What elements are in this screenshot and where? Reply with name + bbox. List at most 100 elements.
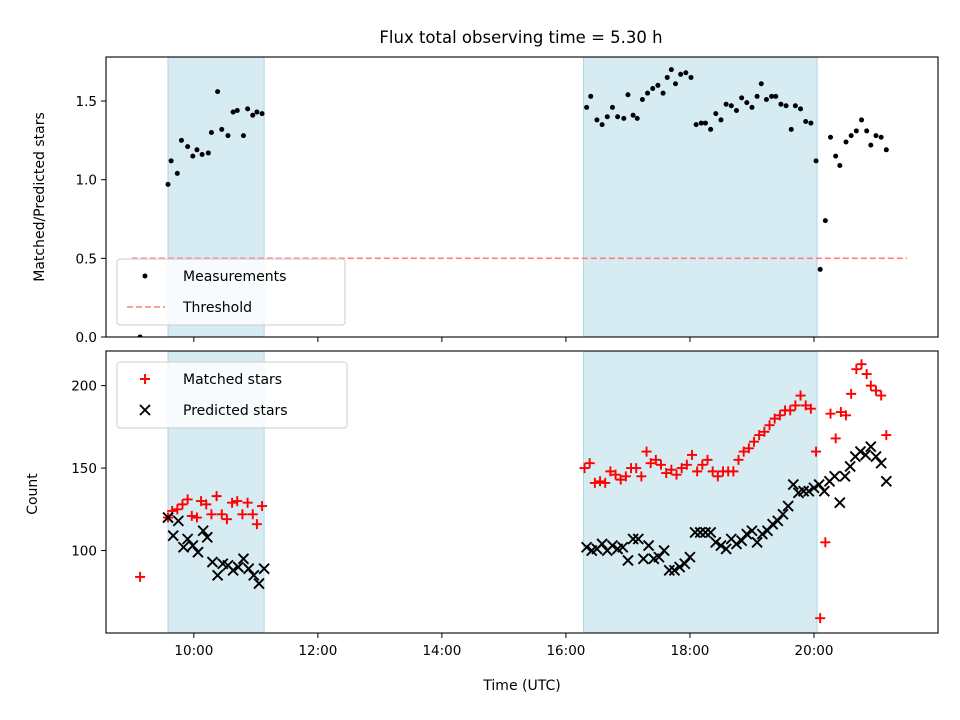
predicted-star-point	[880, 475, 892, 487]
legend-box	[116, 258, 346, 326]
measurement-point	[199, 152, 205, 158]
y-tick-label: 1.5	[76, 94, 97, 110]
predicted-star-point	[839, 470, 851, 483]
matched-star-point	[636, 471, 647, 482]
y-tick-label: 1.0	[76, 173, 97, 189]
matched-star-point	[790, 400, 801, 411]
matched-star-point	[237, 509, 248, 520]
measurement-point	[769, 93, 775, 99]
predicted-star-point	[181, 533, 194, 545]
matched-star-point	[191, 512, 202, 523]
matched-star-point	[697, 459, 708, 470]
legend-marker	[139, 404, 151, 416]
measurement-point	[713, 111, 719, 117]
matched-star-point	[620, 471, 631, 482]
measurement-point	[609, 104, 615, 110]
matched-star-point	[186, 510, 197, 521]
matched-star-point	[671, 469, 682, 480]
matched-star-point	[764, 420, 775, 431]
measurement-point	[165, 181, 171, 187]
predicted-star-point	[658, 544, 670, 557]
measurement-point	[190, 153, 196, 159]
measurement-point	[194, 147, 200, 153]
predicted-star-point	[730, 538, 743, 550]
x-tick-label: 16:00	[546, 643, 585, 659]
predicted-star-point	[828, 470, 841, 483]
matched-star-point	[589, 477, 600, 488]
measurement-point	[718, 117, 724, 123]
measurement-point	[655, 82, 661, 88]
matched-star-point	[865, 380, 876, 391]
measurement-point	[773, 93, 779, 99]
observing-window-shade	[582, 351, 818, 633]
predicted-star-point	[632, 533, 644, 545]
legend-label: Matched stars	[183, 372, 282, 388]
matched-star-point	[811, 446, 822, 457]
matched-star-point	[707, 466, 718, 477]
legend-label: Measurements	[183, 269, 286, 285]
bottom-y-axis-label: Count	[25, 473, 41, 515]
predicted-star-point	[715, 539, 727, 552]
matched-star-point	[754, 430, 765, 441]
measurement-point	[808, 120, 814, 126]
predicted-star-point	[844, 460, 856, 473]
predicted-star-point	[720, 543, 732, 555]
matched-star-point	[177, 499, 188, 510]
predicted-star-point	[248, 569, 260, 581]
measurement-point	[185, 144, 191, 150]
measurement-point	[778, 101, 784, 107]
measurement-point	[859, 117, 865, 123]
matched-star-point	[774, 410, 785, 421]
predicted-star-point	[813, 478, 825, 491]
predicted-star-point	[772, 515, 784, 527]
matched-star-point	[815, 613, 826, 624]
measurement-point	[672, 81, 678, 87]
matched-star-point	[692, 466, 703, 477]
measurement-point	[828, 134, 834, 140]
matched-star-point	[182, 494, 193, 505]
predicted-star-point	[232, 561, 244, 573]
predicted-star-point	[808, 482, 820, 494]
matched-star-point	[851, 364, 862, 375]
measurement-point	[813, 158, 819, 164]
matched-star-point	[769, 413, 780, 424]
predicted-star-point	[803, 485, 815, 497]
measurement-point	[843, 139, 849, 145]
matched-star-point	[650, 454, 661, 465]
predicted-star-point	[258, 563, 270, 575]
predicted-star-point	[704, 526, 717, 539]
matched-star-point	[666, 464, 677, 475]
measurement-point	[792, 103, 798, 109]
matched-star-point	[835, 407, 846, 418]
measurement-point	[615, 114, 621, 120]
predicted-star-point	[694, 526, 706, 539]
bottom-legend: Matched stars Predicted stars	[116, 361, 348, 429]
measurement-point	[225, 133, 231, 139]
measurement-point	[168, 158, 174, 164]
matched-star-point	[743, 443, 754, 454]
matched-star-point	[702, 454, 713, 465]
predicted-star-point	[746, 525, 758, 537]
predicted-star-point	[237, 553, 250, 565]
matched-star-point	[196, 496, 207, 507]
predicted-star-point	[663, 564, 675, 577]
predicted-star-point	[766, 518, 779, 530]
predicted-star-point	[617, 541, 629, 553]
measurement-point	[693, 122, 699, 128]
matched-star-point	[687, 449, 698, 460]
predicted-star-point	[622, 554, 634, 567]
measurement-point	[837, 163, 843, 169]
measurement-point	[630, 112, 636, 118]
matched-star-point	[681, 459, 692, 470]
predicted-star-point	[756, 528, 768, 540]
predicted-star-point	[162, 511, 174, 524]
chart-title: Flux total observing time = 5.30 h	[379, 28, 662, 47]
predicted-star-point	[751, 536, 763, 548]
matched-star-point	[881, 430, 892, 441]
measurement-point	[848, 133, 854, 139]
y-tick-label: 150	[71, 461, 97, 477]
measurement-point	[754, 93, 760, 99]
matched-star-point	[870, 385, 881, 396]
x-tick-label: 18:00	[670, 643, 709, 659]
